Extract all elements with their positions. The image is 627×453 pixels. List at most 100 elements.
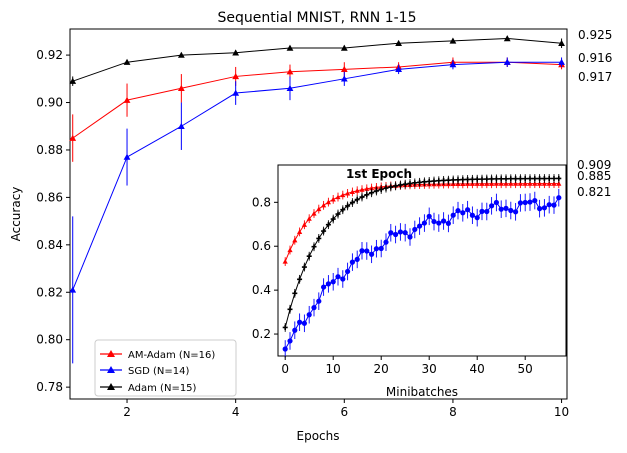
inset-data-point-adam bbox=[484, 176, 490, 182]
inset-data-point-adam bbox=[445, 177, 451, 183]
inset-data-point-am-adam bbox=[546, 181, 552, 186]
inset-end-value-sgd: 0.821 bbox=[577, 185, 611, 199]
inset-data-point-sgd bbox=[316, 298, 322, 304]
data-point-sgd bbox=[286, 84, 294, 92]
inset-data-point-am-adam bbox=[340, 192, 346, 198]
y-tick-label: 0.82 bbox=[36, 285, 63, 299]
inset-data-point-am-adam bbox=[287, 247, 293, 253]
inset-data-point-sgd bbox=[517, 200, 524, 206]
inset-data-point-am-adam bbox=[508, 181, 514, 186]
inset-data-point-adam bbox=[407, 180, 413, 186]
y-tick-label: 0.86 bbox=[36, 190, 63, 204]
inset-data-point-am-adam bbox=[484, 181, 490, 186]
main-end-value-adam: 0.925 bbox=[578, 28, 612, 42]
inset-data-point-sgd bbox=[393, 231, 399, 238]
inset-data-point-adam bbox=[541, 176, 547, 182]
inset-data-point-am-adam bbox=[349, 189, 355, 195]
main-y-axis-label: Accuracy bbox=[9, 187, 23, 242]
inset-data-point-am-adam bbox=[335, 194, 341, 200]
inset-data-point-sgd bbox=[431, 218, 437, 225]
inset-data-point-am-adam bbox=[354, 188, 360, 193]
legend-marker-adam bbox=[107, 383, 115, 390]
inset-data-point-sgd bbox=[532, 197, 538, 204]
inset-data-point-adam bbox=[369, 190, 375, 196]
y-tick-label: 0.84 bbox=[36, 238, 63, 252]
inset-data-point-am-adam bbox=[359, 187, 365, 192]
inset-data-point-am-adam bbox=[517, 181, 523, 186]
x-tick-label: 4 bbox=[232, 405, 240, 419]
main-end-value-am-adam: 0.916 bbox=[578, 51, 612, 65]
inset-data-point-adam bbox=[335, 211, 341, 217]
legend-marker-am-adam bbox=[107, 350, 115, 357]
inset-end-value-am-adam: 0.885 bbox=[577, 169, 611, 183]
inset-data-point-sgd bbox=[503, 205, 509, 211]
inset-data-point-adam bbox=[345, 203, 351, 209]
data-point-am-adam bbox=[340, 65, 348, 73]
y-tick-label: 0.92 bbox=[36, 48, 63, 62]
inset-title: 1st Epoch bbox=[346, 167, 412, 181]
inset-data-point-adam bbox=[383, 185, 389, 191]
inset-data-point-am-adam bbox=[321, 202, 327, 208]
data-point-am-adam bbox=[232, 73, 240, 80]
inset-data-point-adam bbox=[503, 176, 509, 182]
inset-data-point-sgd bbox=[354, 256, 360, 262]
inset-chart: 0 10 20 30 40 50 0.2 0.4 0.6 0.8 1st Epoch Minib… bbox=[252, 158, 611, 399]
inset-data-point-sgd bbox=[489, 203, 495, 209]
inset-data-point-adam bbox=[354, 197, 360, 203]
inset-data-point-sgd bbox=[450, 212, 456, 218]
data-point-adam bbox=[177, 51, 185, 58]
y-tick-label: 0.88 bbox=[36, 143, 63, 157]
inset-data-point-sgd bbox=[306, 312, 312, 318]
inset-data-point-sgd bbox=[426, 213, 432, 219]
inset-data-point-sgd bbox=[378, 245, 384, 252]
data-point-sgd bbox=[558, 58, 565, 65]
main-x-ticks: 2 4 6 8 10 bbox=[123, 399, 569, 419]
inset-data-point-am-adam bbox=[551, 181, 557, 186]
inset-data-point-sgd bbox=[364, 248, 370, 254]
inset-data-point-adam bbox=[508, 176, 514, 182]
inset-data-point-am-adam bbox=[532, 181, 538, 186]
inset-data-point-sgd bbox=[551, 202, 557, 208]
legend-item-am-adam: AM-Adam (N=16) bbox=[100, 350, 215, 361]
inset-data-point-am-adam bbox=[306, 216, 312, 221]
inset-data-point-sgd bbox=[460, 210, 466, 216]
inset-data-point-sgd bbox=[484, 208, 490, 215]
inset-data-point-sgd bbox=[407, 234, 413, 240]
inset-data-point-sgd bbox=[417, 223, 423, 229]
inset-data-point-sgd bbox=[537, 206, 543, 212]
inset-data-point-sgd bbox=[335, 274, 341, 280]
inset-data-point-adam bbox=[330, 216, 336, 222]
inset-data-point-sgd bbox=[479, 208, 485, 214]
inset-data-point-sgd bbox=[474, 215, 480, 221]
series-line-am-adam bbox=[72, 61, 562, 139]
inset-data-point-am-adam bbox=[493, 181, 499, 186]
inset-data-point-sgd bbox=[373, 246, 379, 252]
inset-data-point-adam bbox=[493, 176, 499, 182]
data-point-adam bbox=[449, 37, 457, 44]
inset-data-point-sgd bbox=[465, 207, 471, 213]
inset-data-point-sgd bbox=[359, 248, 365, 254]
inset-end-value-adam: 0.909 bbox=[577, 158, 611, 172]
inset-data-point-am-adam bbox=[330, 196, 336, 202]
x-tick-label: 50 bbox=[518, 362, 533, 376]
x-tick-label: 8 bbox=[449, 405, 457, 419]
main-x-axis-label: Epochs bbox=[297, 429, 340, 443]
inset-y-ticks: 0.2 0.4 0.6 0.8 bbox=[252, 195, 278, 341]
inset-data-point-am-adam bbox=[311, 210, 317, 216]
inset-data-point-sgd bbox=[412, 226, 418, 233]
inset-data-point-adam bbox=[359, 194, 365, 200]
inset-data-point-adam bbox=[364, 192, 370, 198]
data-point-adam bbox=[286, 44, 294, 51]
y-tick-label: 0.2 bbox=[252, 327, 271, 341]
inset-data-point-adam bbox=[301, 264, 307, 270]
main-chart-title: Sequential MNIST, RNN 1-15 bbox=[218, 10, 417, 26]
inset-data-point-am-adam bbox=[498, 181, 504, 186]
inset-data-point-adam bbox=[426, 178, 432, 184]
inset-series-line-am-adam bbox=[284, 183, 559, 262]
inset-data-point-sgd bbox=[349, 259, 355, 265]
data-point-am-adam bbox=[69, 134, 77, 141]
inset-x-ticks: 0 10 20 30 40 50 bbox=[281, 356, 533, 376]
y-tick-label: 0.4 bbox=[252, 283, 271, 297]
x-tick-label: 20 bbox=[374, 362, 389, 376]
